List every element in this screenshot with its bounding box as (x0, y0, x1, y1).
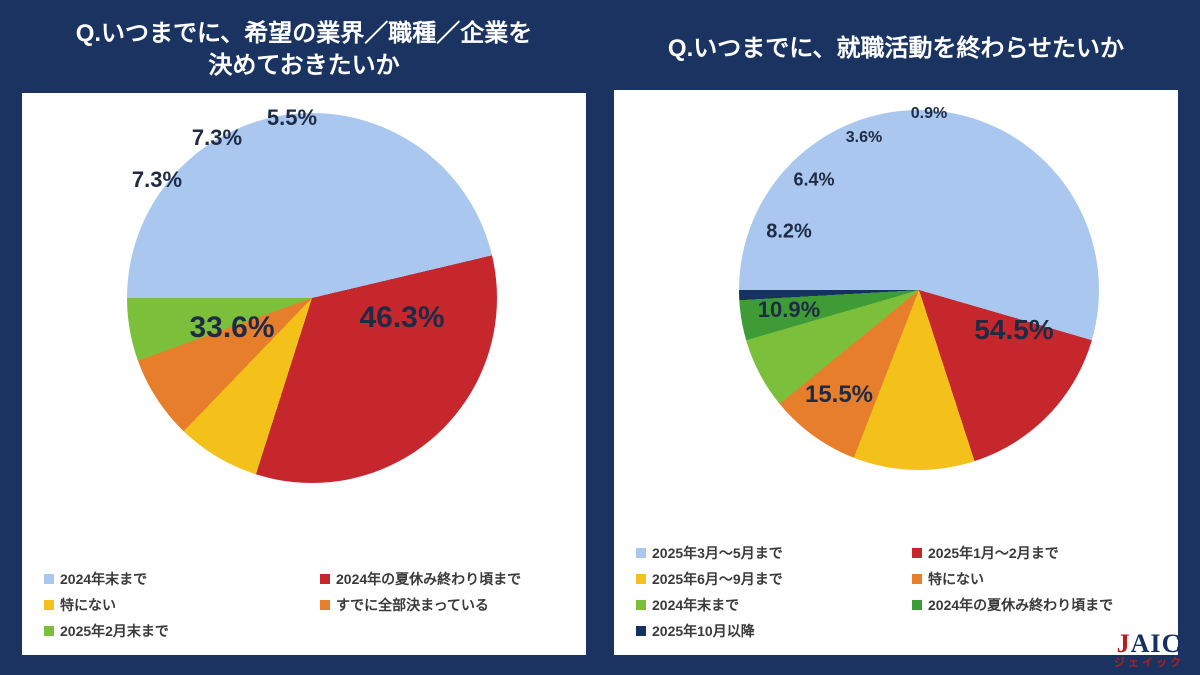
legend-item: 2024年末まで (44, 569, 292, 589)
legend-label: 2025年3月～5月まで (652, 543, 783, 563)
legend-item: 特にない (44, 595, 292, 615)
legend-swatch (636, 574, 646, 584)
legend-label: 2025年10月以降 (652, 621, 755, 641)
legend-label: 特にない (928, 569, 984, 589)
logo-sub: ジェイック (1114, 658, 1184, 669)
legend-swatch (912, 574, 922, 584)
legend-item: 2024年の夏休み終わり頃まで (912, 595, 1160, 615)
legend-item: すでに全部決まっている (320, 595, 568, 615)
slice-label: 46.3% (359, 301, 444, 335)
legend-swatch (320, 574, 330, 584)
slice-label: 15.5% (805, 381, 873, 409)
chart-area-left: 46.3% 33.6% 7.3% 7.3% 5.5% (22, 93, 586, 559)
legend-item: 特にない (912, 569, 1160, 589)
panel-left: Q.いつまでに、希望の業界／職種／企業を決めておきたいか 46.3% 33.6% 7… (22, 18, 586, 655)
logo-letter-ai: AI (1131, 629, 1162, 658)
legend-label: 2024年の夏休み終わり頃まで (928, 595, 1113, 615)
chart-area-right: 54.5% 15.5% 10.9% 8.2% 6.4% 3.6% 0.9% (614, 90, 1178, 533)
logo-letter-c: C (1162, 629, 1182, 658)
legend-item: 2025年3月～5月まで (636, 543, 884, 563)
legend-swatch (636, 626, 646, 636)
slice-label: 0.9% (911, 105, 947, 123)
legend-item: 2025年10月以降 (636, 621, 884, 641)
legend-swatch (912, 548, 922, 558)
legend-item: 2025年2月末まで (44, 621, 292, 641)
legend-swatch (320, 600, 330, 610)
card-right: 54.5% 15.5% 10.9% 8.2% 6.4% 3.6% 0.9% 2025年3月～… (614, 90, 1178, 655)
slice-label: 54.5% (974, 314, 1053, 346)
pie-chart (739, 110, 1099, 470)
legend-swatch (636, 600, 646, 610)
slice-label: 6.4% (793, 170, 834, 191)
slice-label: 7.3% (132, 167, 182, 193)
legend-swatch (44, 600, 54, 610)
legend-item: 2025年6月～9月まで (636, 569, 884, 589)
legend-left: 2024年末まで 2024年の夏休み終わり頃まで特にない すでに全部決まっている 20… (22, 559, 586, 655)
slice-label: 7.3% (192, 125, 242, 151)
panel-right: Q.いつまでに、就職活動を終わらせたいか 54.5% 15.5% 10.9% 8.2%… (614, 18, 1178, 655)
slice-label: 10.9% (758, 297, 820, 323)
legend-label: 2024年末まで (60, 569, 147, 589)
legend-label: 2025年6月～9月まで (652, 569, 783, 589)
legend-swatch (912, 600, 922, 610)
slice-label: 3.6% (846, 129, 882, 147)
panels-container: Q.いつまでに、希望の業界／職種／企業を決めておきたいか 46.3% 33.6% 7… (0, 0, 1200, 675)
legend-swatch (44, 574, 54, 584)
legend-label: 特にない (60, 595, 116, 615)
legend-item: 2024年の夏休み終わり頃まで (320, 569, 568, 589)
legend-item: 2024年末まで (636, 595, 884, 615)
pie-chart (127, 113, 497, 483)
slice-label: 33.6% (189, 311, 274, 345)
legend-right: 2025年3月～5月まで 2025年1月～2月まで 2025年6月～9月まで 特にない… (614, 533, 1178, 655)
question-left: Q.いつまでに、希望の業界／職種／企業を決めておきたいか (22, 18, 586, 93)
slice-label: 8.2% (766, 221, 812, 244)
legend-swatch (44, 626, 54, 636)
logo-main: JAIC (1114, 631, 1184, 657)
legend-label: 2025年2月末まで (60, 621, 169, 641)
question-right: Q.いつまでに、就職活動を終わらせたいか (614, 18, 1178, 90)
legend-label: 2025年1月～2月まで (928, 543, 1059, 563)
legend-item: 2025年1月～2月まで (912, 543, 1160, 563)
legend-label: 2024年の夏休み終わり頃まで (336, 569, 521, 589)
jaic-logo: JAIC ジェイック (1114, 631, 1184, 669)
slice-label: 5.5% (267, 105, 317, 131)
logo-letter-j: J (1117, 629, 1131, 658)
legend-label: 2024年末まで (652, 595, 739, 615)
legend-label: すでに全部決まっている (336, 595, 489, 615)
card-left: 46.3% 33.6% 7.3% 7.3% 5.5% 2024年末まで 2024年の夏休み… (22, 93, 586, 655)
legend-swatch (636, 548, 646, 558)
